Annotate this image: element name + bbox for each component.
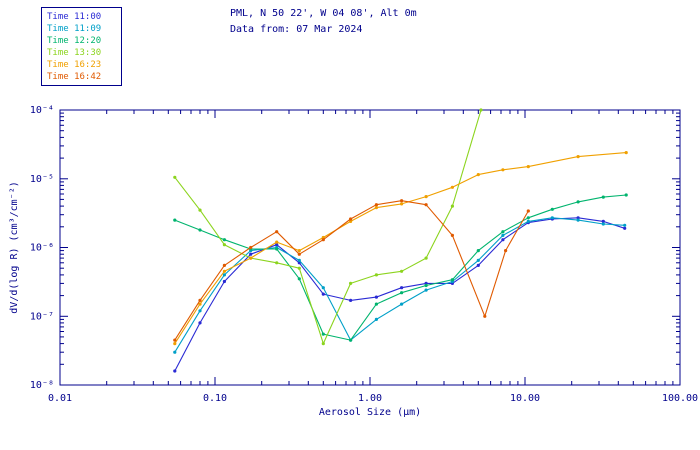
x-tick-label: 0.01	[48, 393, 72, 404]
plot-frame	[59, 109, 681, 386]
legend: Time 11:00 Time 11:09 Time 12:20 Time 13:30…	[41, 7, 122, 86]
series-line-1	[174, 217, 625, 372]
x-tick-label: 100.00	[662, 393, 698, 404]
title-block: PML, N 50 22', W 04 08', Alt 0m Data fro…	[230, 6, 417, 38]
x-tick-label: 0.10	[203, 393, 227, 404]
y-tick-label: 10⁻⁷	[30, 311, 54, 322]
series-markers-2	[173, 216, 627, 354]
y-tick-label: 10⁻⁶	[30, 243, 54, 254]
series-markers-5	[173, 151, 628, 346]
series-line-4	[174, 109, 482, 345]
y-tick-label: 10⁻⁸	[30, 380, 54, 391]
legend-entry: Time 11:00	[47, 12, 102, 22]
x-tick-label: 1.00	[358, 393, 382, 404]
y-tick-label: 10⁻⁴	[30, 105, 54, 116]
legend-entry: Time 16:23	[47, 60, 102, 70]
axis-ticks	[59, 109, 681, 386]
series-markers-4	[173, 108, 483, 346]
series-line-5	[174, 152, 627, 344]
series-line-2	[174, 217, 625, 353]
plot-subtitle: Data from: 07 Mar 2024	[230, 24, 363, 35]
y-tick-label: 10⁻⁵	[30, 174, 54, 185]
x-tick-label: 10.00	[510, 393, 540, 404]
legend-entry: Time 13:30	[47, 48, 102, 58]
series-markers-1	[173, 216, 627, 373]
axis-label-group: 0.01 0.10 1.00 10.00 100.00 10⁻⁸ 10⁻⁷ 10⁻⁶ 10⁻⁵ 1…	[9, 105, 698, 418]
x-axis-title: Aerosol Size (μm)	[319, 407, 421, 418]
series-markers-3	[173, 193, 628, 342]
legend-entry: Time 16:42	[47, 72, 102, 82]
plot-title: PML, N 50 22', W 04 08', Alt 0m	[230, 8, 417, 19]
legend-entry: Time 12:20	[47, 36, 102, 46]
series-markers-6	[173, 199, 530, 342]
legend-entry: Time 11:09	[47, 24, 102, 34]
y-axis-title: dV/d(log R) (cm³/cm⁻²)	[9, 181, 20, 313]
series-line-3	[174, 194, 627, 341]
